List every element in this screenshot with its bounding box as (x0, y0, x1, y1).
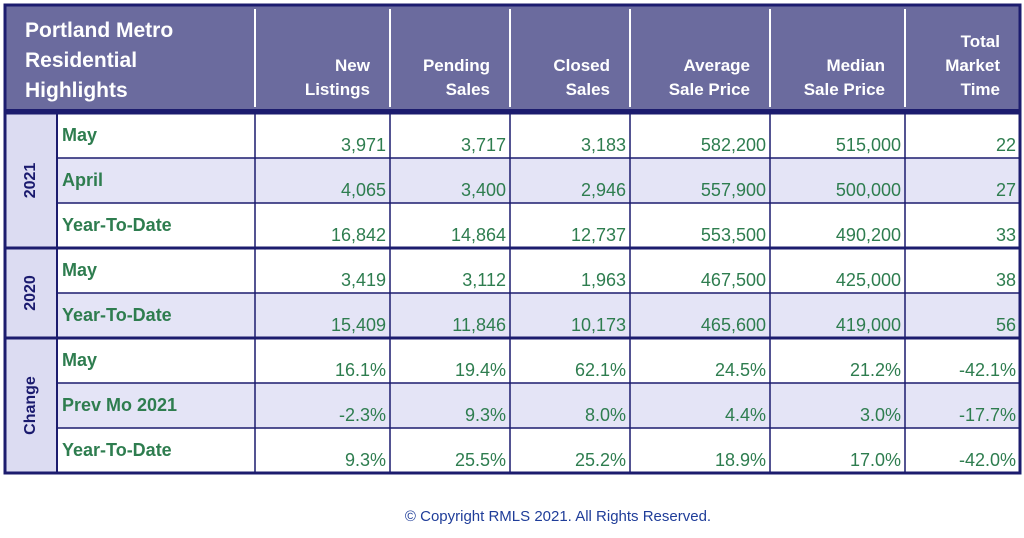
table-cell-value: 10,173 (571, 315, 626, 335)
table-cell-value: 9.3% (465, 405, 506, 425)
column-header-line: Market (945, 56, 1000, 75)
group-band (5, 113, 57, 248)
table-row (57, 293, 1020, 338)
table-cell-value: 22 (996, 135, 1016, 155)
table-cell-value: 8.0% (585, 405, 626, 425)
table-cell-value: 17.0% (850, 450, 901, 470)
row-label: May (62, 260, 97, 280)
table-cell-value: 12,737 (571, 225, 626, 245)
table-cell-value: 3.0% (860, 405, 901, 425)
column-header-line: Closed (553, 56, 610, 75)
table-cell-value: 16.1% (335, 360, 386, 380)
table-cell-value: 19.4% (455, 360, 506, 380)
table-title-line: Residential (25, 49, 137, 72)
table-cell-value: -17.7% (959, 405, 1016, 425)
table-cell-value: 27 (996, 180, 1016, 200)
column-header-line: Sales (446, 80, 490, 99)
table-cell-value: 1,963 (581, 270, 626, 290)
column-header-line: Pending (423, 56, 490, 75)
column-header-line: Listings (305, 80, 370, 99)
table-row (57, 338, 1020, 383)
table-cell-value: 582,200 (701, 135, 766, 155)
table-row (57, 203, 1020, 248)
table-cell-value: 14,864 (451, 225, 506, 245)
table-header-bg (5, 5, 1020, 109)
row-label: Year-To-Date (62, 440, 172, 460)
group-label: Change (22, 376, 39, 435)
column-header-line: Average (684, 56, 750, 75)
table-cell-value: 419,000 (836, 315, 901, 335)
row-label: Prev Mo 2021 (62, 395, 177, 415)
table-cell-value: 16,842 (331, 225, 386, 245)
table-cell-value: -42.1% (959, 360, 1016, 380)
table-cell-value: 3,400 (461, 180, 506, 200)
column-header-line: New (335, 56, 371, 75)
group-label: 2020 (22, 275, 39, 311)
table-cell-value: 18.9% (715, 450, 766, 470)
table-cell-value: 25.2% (575, 450, 626, 470)
column-header-line: Sale Price (804, 80, 885, 99)
table-cell-value: 9.3% (345, 450, 386, 470)
table-cell-value: 3,971 (341, 135, 386, 155)
table-cell-value: 21.2% (850, 360, 901, 380)
table-cell-value: 490,200 (836, 225, 901, 245)
table-row (57, 113, 1020, 158)
table-row (57, 158, 1020, 203)
table-row (57, 248, 1020, 293)
table-cell-value: 425,000 (836, 270, 901, 290)
table-cell-value: 3,717 (461, 135, 506, 155)
column-header-line: Sales (566, 80, 610, 99)
table-title-line: Portland Metro (25, 19, 173, 42)
table-cell-value: 557,900 (701, 180, 766, 200)
table-cell-value: 500,000 (836, 180, 901, 200)
table-cell-value: 24.5% (715, 360, 766, 380)
table-cell-value: 3,112 (462, 270, 506, 290)
group-band (5, 338, 57, 473)
row-label: Year-To-Date (62, 305, 172, 325)
table-cell-value: 515,000 (836, 135, 901, 155)
group-band (5, 248, 57, 338)
row-label: May (62, 350, 97, 370)
table-cell-value: 33 (996, 225, 1016, 245)
table-cell-value: 2,946 (581, 180, 626, 200)
row-label: Year-To-Date (62, 215, 172, 235)
group-label: 2021 (22, 163, 39, 199)
column-header-line: Sale Price (669, 80, 750, 99)
table-cell-value: 467,500 (701, 270, 766, 290)
row-label: April (62, 170, 103, 190)
column-header-line: Total (961, 32, 1000, 51)
column-header-line: Median (826, 56, 885, 75)
table-cell-value: -42.0% (959, 450, 1016, 470)
table-row (57, 428, 1020, 473)
table-cell-value: 3,183 (581, 135, 626, 155)
table-cell-value: 4.4% (725, 405, 766, 425)
column-header-line: Time (961, 80, 1000, 99)
table-cell-value: 56 (996, 315, 1016, 335)
table-outer-border (3, 3, 1022, 475)
copyright-notice: © Copyright RMLS 2021. All Rights Reserv… (404, 508, 712, 525)
table-cell-value: 11,846 (452, 315, 506, 335)
table-cell-value: 38 (996, 270, 1016, 290)
table-cell-value: 15,409 (331, 315, 386, 335)
table-title-line: Highlights (25, 79, 128, 102)
table-cell-value: 62.1% (575, 360, 626, 380)
table-cell-value: 4,065 (341, 180, 386, 200)
table-cell-value: 25.5% (455, 450, 506, 470)
table-cell-value: 465,600 (701, 315, 766, 335)
table-cell-value: 553,500 (701, 225, 766, 245)
table-cell-value: -2.3% (339, 405, 386, 425)
row-label: May (62, 125, 97, 145)
table-cell-value: 3,419 (341, 270, 386, 290)
table-row (57, 383, 1020, 428)
